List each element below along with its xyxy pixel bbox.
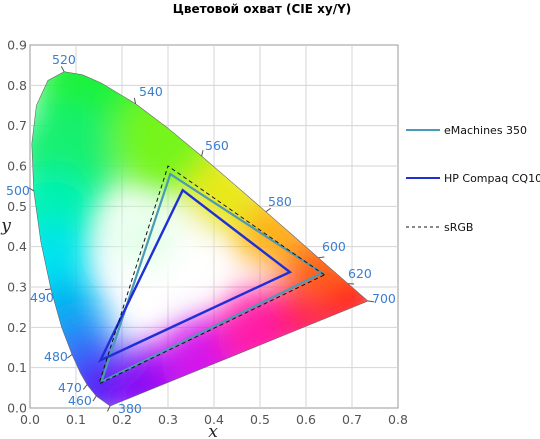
wavelength-tick-mark (201, 150, 204, 157)
wavelength-tick-mark (367, 300, 374, 303)
y-tick-label: 0.4 (7, 239, 27, 254)
axis-ticks: 0.0 0.1 0.2 0.3 0.4 0.5 0.6 0.7 0.8 0.0 0.1 0.2 0.3 0… (7, 38, 408, 428)
y-tick-label: 0.6 (7, 159, 27, 174)
wavelength-ticks (28, 66, 374, 412)
wavelength-tick-mark (60, 66, 65, 72)
y-tick-label: 0.9 (7, 38, 27, 53)
x-tick-label: 0.4 (204, 412, 224, 427)
legend-label-3: sRGB (444, 221, 473, 234)
wavelength-tick-mark (107, 405, 111, 412)
wavelength-label-500: 500 (6, 183, 30, 198)
wavelength-label-580: 580 (268, 194, 292, 209)
wavelength-tick-mark (82, 384, 88, 390)
wavelength-label-380: 380 (118, 401, 142, 416)
wavelength-tick-mark (92, 395, 97, 402)
chart-title: Цветовой охват (CIE xy/Y) (173, 2, 352, 16)
wavelength-tick-mark (44, 288, 51, 291)
wavelength-label-600: 600 (322, 239, 346, 254)
gamut-triangle-2 (97, 188, 293, 363)
y-tick-label: 0.1 (7, 360, 27, 375)
wavelength-label-560: 560 (205, 138, 229, 153)
legend-label-2: HP Compaq CQ10 (444, 172, 540, 185)
wavelength-tick-mark (66, 354, 73, 359)
wavelength-tick-mark (318, 256, 325, 259)
x-tick-label: 0.6 (296, 412, 316, 427)
y-tick-label: 0.7 (7, 118, 27, 133)
legend: eMachines 350 HP Compaq CQ10 sRGB (406, 124, 540, 234)
wavelength-label-470: 470 (58, 380, 82, 395)
wavelength-tick-mark (28, 187, 35, 192)
wavelength-tick-mark (133, 97, 137, 104)
y-tick-label: 0.2 (7, 320, 27, 335)
x-tick-label: 0.0 (20, 412, 40, 427)
wavelength-label-540: 540 (139, 84, 163, 99)
x-tick-label: 0.3 (158, 412, 178, 427)
wavelength-label-700: 700 (372, 291, 396, 306)
gamut-triangle-3 (98, 165, 326, 385)
gamut-triangle-1 (99, 172, 325, 384)
x-tick-label: 0.7 (342, 412, 362, 427)
y-tick-label: 0.5 (7, 199, 27, 214)
wavelength-label-480: 480 (44, 349, 68, 364)
x-tick-label: 0.8 (388, 412, 408, 427)
wavelength-tick-mark (265, 207, 271, 213)
y-tick-label: 0.3 (7, 280, 27, 295)
wavelength-label-490: 490 (30, 290, 54, 305)
wavelength-label-620: 620 (348, 266, 372, 281)
wavelength-label-520: 520 (52, 52, 76, 67)
y-tick-label: 0.0 (7, 401, 27, 416)
legend-label-1: eMachines 350 (444, 124, 527, 137)
y-axis-label: y (0, 216, 11, 236)
y-tick-label: 0.8 (7, 78, 27, 93)
x-tick-label: 0.1 (66, 412, 86, 427)
gamut-triangles (97, 165, 326, 385)
spectral-locus-outline (31, 71, 369, 407)
x-axis-label: x (208, 422, 218, 439)
x-tick-label: 0.2 (112, 412, 132, 427)
wavelength-label-460: 460 (68, 393, 92, 408)
x-tick-label: 0.5 (250, 412, 270, 427)
